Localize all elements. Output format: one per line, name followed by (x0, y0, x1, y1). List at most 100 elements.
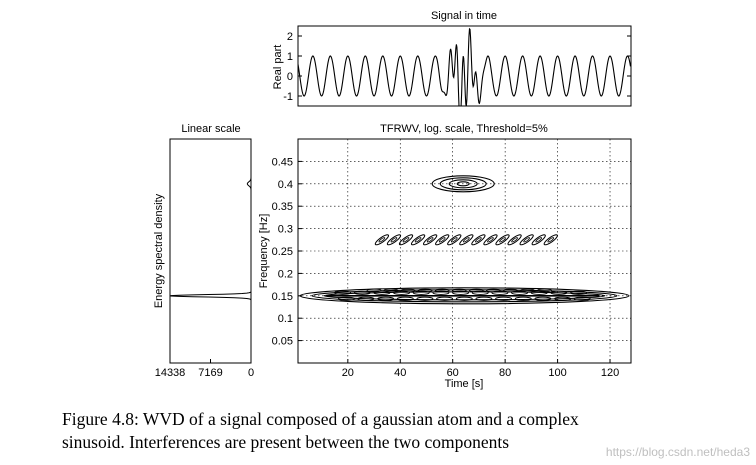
wvd-xlabel: Time [s] (445, 378, 484, 390)
interference-lobe-inner (414, 237, 422, 243)
sinusoid-lobe (550, 290, 568, 295)
sinusoid-lobe (452, 290, 470, 295)
figure: Signal in time Real part 2 1 0 -1 Linear sc… (153, 10, 632, 390)
sinusoid-outer-lobe (502, 288, 518, 293)
wvd-ytick-label: 0.15 (272, 291, 293, 303)
signal-ytick-label: 0 (287, 71, 293, 83)
sinusoid-lobe (455, 296, 473, 301)
wvd-ytick-label: 0.45 (272, 156, 293, 168)
sinusoid-lobe (353, 290, 371, 295)
signal-yticks: 2 1 0 -1 (283, 31, 631, 103)
sinusoid-lobe (514, 296, 532, 301)
sinusoid-lobe (416, 296, 434, 301)
sinusoid-outer-lobe (537, 288, 552, 293)
atom-contour (456, 181, 470, 187)
spectrum-xtick-label: 7169 (198, 367, 222, 379)
interference-lobe-inner (475, 237, 482, 243)
atom-contour (448, 179, 478, 189)
interference-lobe (507, 234, 522, 246)
interference-lobe-inner (378, 237, 386, 243)
interference-lobe (495, 234, 510, 246)
sinusoid-lobe (396, 296, 414, 301)
signal-ytick-label: 1 (287, 51, 293, 63)
interference-lobe (398, 234, 414, 246)
wvd-xtick-label: 120 (601, 367, 619, 379)
sinusoid-outer-lobe (520, 288, 535, 293)
sinusoid-lobe (534, 296, 552, 301)
wvd-xtick-label: 20 (342, 367, 354, 379)
atom-contour (439, 177, 487, 191)
sinusoid-lobe (570, 290, 588, 295)
interference-lobe-inner (438, 237, 446, 243)
signal-ytick-label: 2 (287, 31, 293, 43)
signal-ylabel: Real part (272, 45, 284, 90)
wvd-xtick-label: 60 (447, 367, 459, 379)
spectrum-ylabel: Energy spectral density (153, 193, 165, 308)
sinusoid-outer-lobe (400, 288, 416, 293)
interference-lobe (410, 234, 426, 246)
interference-lobe (422, 234, 438, 246)
sinusoid-lobe (337, 296, 355, 301)
interference-lobe-inner (402, 237, 410, 243)
wvd-ytick-label: 0.1 (278, 313, 293, 325)
sinusoid-outer-lobe (383, 288, 399, 293)
wvd-ticks: 20 40 60 80 100 120 0.05 0.1 0.15 0.2 0.25 0.3 0.35 0… (272, 156, 620, 379)
wvd-xtick-label: 80 (499, 367, 511, 379)
sinusoid-lobe (554, 296, 572, 301)
interference-lobe (447, 234, 462, 246)
sinusoid-lobe (377, 296, 395, 301)
spectrum-axes (169, 138, 252, 364)
wvd-title: TFRWV, log. scale, Threshold=5% (380, 123, 548, 135)
interference-lobe-inner (463, 237, 470, 243)
interference-lobe (471, 234, 486, 246)
sinusoid-outer-lobe (451, 288, 467, 293)
interference-lobe (519, 234, 534, 246)
interference-lobe-inner (535, 237, 543, 243)
interference-lobe-inner (499, 237, 506, 243)
wvd-ytick-label: 0.05 (272, 336, 293, 348)
interference-lobe-inner (487, 237, 494, 243)
atom-contour (431, 175, 495, 193)
wvd-ytick-label: 0.4 (278, 179, 293, 191)
caption-line-2: sinusoid. Interferences are present betw… (62, 432, 510, 452)
sinusoid-contour (311, 289, 618, 303)
sinusoid-outer-lobe (366, 288, 382, 293)
wvd-contours (299, 175, 630, 305)
sinusoid-lobe (412, 290, 430, 295)
spectrum-title: Linear scale (181, 123, 240, 135)
sinusoid-outer-lobe (417, 288, 433, 293)
wvd-ytick-label: 0.25 (272, 246, 293, 258)
sinusoid-lobe (573, 296, 591, 301)
watermark: https://blog.csdn.net/heda3 (605, 445, 750, 459)
sinusoid-lobe (495, 296, 513, 301)
signal-title: Signal in time (431, 10, 497, 22)
signal-trace (297, 27, 632, 107)
wvd-xtick-label: 40 (394, 367, 406, 379)
sinusoid-lobe (373, 290, 391, 295)
signal-axes (297, 25, 632, 107)
spectrum-xtick-label: 14338 (155, 367, 186, 379)
wvd-ytick-label: 0.2 (278, 268, 293, 280)
interference-lobe-inner (426, 237, 434, 243)
sinusoid-lobe (436, 296, 454, 301)
caption-line-1: Figure 4.8: WVD of a signal composed of … (62, 409, 579, 429)
sinusoid-lobe (357, 296, 375, 301)
sinusoid-lobe (511, 290, 529, 295)
spectrum-curve (170, 139, 252, 363)
figure-caption: Figure 4.8: WVD of a signal composed of … (62, 408, 742, 454)
interference-lobe-inner (511, 237, 518, 243)
interference-lobe-inner (390, 237, 398, 243)
sinusoid-outer-lobe (434, 288, 450, 293)
sinusoid-lobe (334, 290, 352, 295)
spectrum-xticks: 14338 7169 0 (155, 359, 254, 379)
interference-lobe (483, 234, 498, 246)
sinusoid-lobe (471, 290, 489, 295)
interference-lobe (435, 234, 450, 246)
wvd-xtick-label: 100 (548, 367, 566, 379)
sinusoid-contour (299, 287, 630, 305)
wvd-axes (297, 138, 632, 364)
interference-lobe (531, 234, 546, 246)
sinusoid-outer-lobe (468, 288, 484, 293)
interference-lobe (459, 234, 474, 246)
sinusoid-outer-lobe (485, 288, 501, 293)
